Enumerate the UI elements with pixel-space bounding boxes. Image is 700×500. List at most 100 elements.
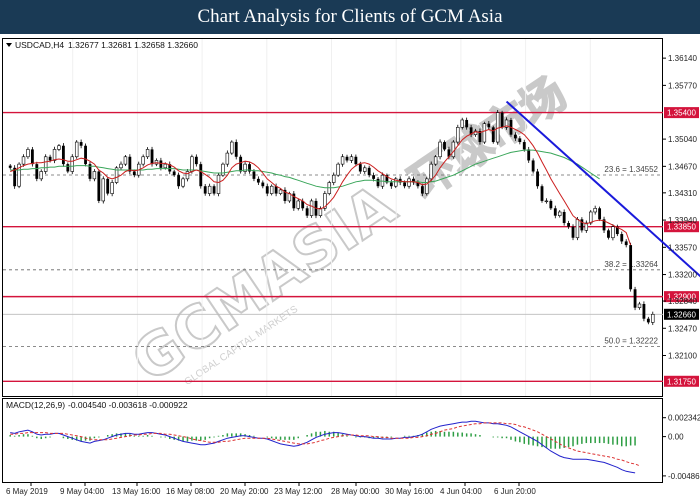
chart-ohlc: 1.32677 1.32681 1.32658 1.32660 xyxy=(68,40,198,50)
candle-down xyxy=(84,145,87,165)
time-tick-label: 20 May 20:00 xyxy=(220,487,269,496)
candle-down xyxy=(132,171,136,176)
candle-down xyxy=(624,241,628,246)
candle-down xyxy=(629,245,633,290)
candle-up xyxy=(141,156,145,165)
price-axis: 1.36140 1.35770 1.35040 1.34670 1.34310 1.339… xyxy=(662,54,697,361)
candle-down xyxy=(513,134,517,139)
candle-up xyxy=(74,141,79,158)
candle-up xyxy=(460,119,464,128)
candle-up xyxy=(145,149,150,158)
candle-down xyxy=(79,142,83,146)
candle-down xyxy=(478,131,482,143)
candle-down xyxy=(265,186,269,194)
time-tick-label: 28 May 00:00 xyxy=(331,487,380,496)
candle-up xyxy=(309,200,314,216)
trendline xyxy=(505,100,700,278)
candle-up xyxy=(296,200,300,209)
candle-up xyxy=(216,174,221,194)
candle-up xyxy=(495,112,500,143)
candle-up xyxy=(637,303,642,308)
candle-down xyxy=(30,149,34,165)
candle-down xyxy=(416,182,420,187)
candle-up xyxy=(52,149,57,161)
price-lines xyxy=(10,100,700,278)
candle-down xyxy=(412,178,415,183)
candle-down xyxy=(367,167,371,176)
candle-down xyxy=(128,156,132,172)
fibonacci-label: 23.6 = 1.34552 xyxy=(604,165,658,174)
candle-up xyxy=(438,141,442,158)
level-tag xyxy=(664,375,699,387)
candle-down xyxy=(292,193,296,209)
macd-layer xyxy=(9,420,640,474)
candle-down xyxy=(500,112,504,128)
candle-down xyxy=(531,160,535,172)
candle-up xyxy=(589,211,593,224)
price-tick-label: 1.33200 xyxy=(668,271,697,280)
candle-down xyxy=(35,164,39,179)
candle-up xyxy=(243,163,247,172)
time-tick-label: 6 May 2019 xyxy=(6,487,48,496)
candle-down xyxy=(553,208,557,216)
candle-up xyxy=(17,163,21,187)
candle-up xyxy=(119,163,123,169)
candle-down xyxy=(150,149,154,165)
level-tag xyxy=(664,107,699,119)
candle-down xyxy=(469,127,473,135)
current-price-label: 1.32660 xyxy=(667,310,696,319)
candle-down xyxy=(607,230,610,238)
symbol-dropdown-icon[interactable] xyxy=(6,43,12,47)
macd-tick-label: 0.00 xyxy=(668,433,684,442)
candle-up xyxy=(363,167,367,172)
candle-down xyxy=(571,226,575,238)
candle-down xyxy=(549,200,553,209)
price-tick-label: 1.35040 xyxy=(668,135,697,144)
candle-down xyxy=(159,160,163,168)
candle-down xyxy=(239,156,243,172)
macd-values: -0.004540 -0.003618 -0.000922 xyxy=(68,400,188,410)
candle-up xyxy=(593,207,597,213)
candle-up xyxy=(323,193,327,209)
price-tick-label: 1.33570 xyxy=(668,243,697,252)
macd-axis: 0.002342 0.00 -0.004868 xyxy=(662,414,700,481)
candle-down xyxy=(527,149,531,161)
price-tick-label: 1.34310 xyxy=(668,189,697,198)
candle-down xyxy=(389,182,393,187)
candle-down xyxy=(274,186,278,194)
candle-down xyxy=(372,175,376,179)
candle-up xyxy=(225,152,230,165)
candle-down xyxy=(203,186,207,194)
level-tag-label: 1.31750 xyxy=(667,377,696,386)
candle-down xyxy=(487,123,491,128)
time-tick-label: 30 May 16:00 xyxy=(385,487,434,496)
candle-down xyxy=(443,142,446,150)
candle-up xyxy=(207,185,212,194)
price-tick-label: 1.32470 xyxy=(668,324,697,333)
macd-tick-label: -0.004868 xyxy=(668,472,700,481)
candle-up xyxy=(185,171,190,180)
banner-title: Chart Analysis for Clients of GCM Asia xyxy=(197,6,503,27)
fibonacci-label: 50.0 = 1.32222 xyxy=(604,337,658,346)
price-tick-label: 1.32840 xyxy=(668,297,697,306)
candle-down xyxy=(536,171,539,187)
candle-down xyxy=(465,119,469,128)
candle-up xyxy=(394,178,398,187)
time-tick-label: 4 Jun 04:00 xyxy=(440,487,482,496)
candle-down xyxy=(252,171,256,179)
candle-down xyxy=(633,289,637,308)
candle-up xyxy=(57,145,61,150)
candle-up xyxy=(429,163,433,180)
time-tick-label: 23 May 12:00 xyxy=(274,487,323,496)
candle-up xyxy=(451,141,456,158)
chart-area: GCMASIA 环球市场 GLOBAL CAPITAL MARKETS 1.35… xyxy=(2,38,700,496)
macd-line xyxy=(10,420,636,474)
candle-down xyxy=(261,182,265,187)
candle-up xyxy=(482,123,487,143)
candle-up xyxy=(336,163,340,176)
candle-up xyxy=(407,178,411,187)
candle-up xyxy=(101,178,105,202)
candle-up xyxy=(26,149,30,158)
candle-down xyxy=(567,223,571,227)
candle-down xyxy=(642,303,646,319)
